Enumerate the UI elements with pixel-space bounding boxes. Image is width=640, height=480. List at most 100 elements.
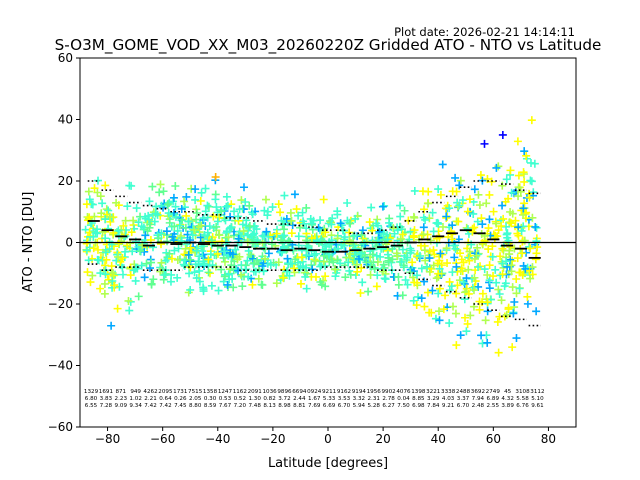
scatter-point xyxy=(420,277,429,286)
scatter-point xyxy=(290,264,299,273)
scatter-point xyxy=(474,263,483,272)
scatter-point xyxy=(308,265,317,274)
bin-stat-value: 3.83 xyxy=(100,396,113,402)
scatter-point xyxy=(308,219,317,228)
scatter-point xyxy=(451,309,460,318)
scatter-point xyxy=(456,176,465,185)
bin-stat-value: 2.78 xyxy=(382,396,395,402)
scatter-point xyxy=(124,296,133,305)
scatter-point xyxy=(394,272,403,281)
scatter-point xyxy=(457,264,466,273)
scatter-point xyxy=(88,271,97,280)
scatter-point xyxy=(454,217,463,226)
bin-stat-value: 9.61 xyxy=(531,403,544,409)
scatter-point xyxy=(467,240,476,249)
scatter-point xyxy=(483,270,492,279)
bin-stat-value: 7.42 xyxy=(159,403,171,409)
bin-stats: 1329 1691 871 949 4262 2095 1731 7515 1358 1247 11… xyxy=(84,389,545,409)
scatter-point xyxy=(137,261,146,270)
bin-stat-value: 9.34 xyxy=(129,403,142,409)
scatter-point xyxy=(223,280,232,289)
scatter-point xyxy=(219,253,228,262)
scatter-point xyxy=(397,257,406,266)
scatter-point xyxy=(478,289,487,298)
scatter-point xyxy=(262,227,271,236)
scatter-point xyxy=(279,273,288,282)
scatter-point xyxy=(409,296,418,305)
y-axis-label: ATO - NTO [DU] xyxy=(21,192,36,293)
scatter-point xyxy=(443,259,452,268)
scatter-point xyxy=(373,271,382,280)
scatter-point xyxy=(159,187,168,196)
bin-stat-value: 9194 xyxy=(352,389,367,395)
scatter-point xyxy=(82,200,91,209)
scatter-point xyxy=(515,284,524,293)
x-tick-label: −60 xyxy=(150,432,175,446)
scatter-point xyxy=(127,181,136,190)
y-tick-label: 40 xyxy=(58,113,73,127)
scatter-point xyxy=(133,264,142,273)
scatter-point xyxy=(435,307,444,316)
scatter-point xyxy=(526,176,535,185)
scatter-point xyxy=(477,214,486,223)
y-tick-label: 0 xyxy=(65,236,73,250)
scatter-point xyxy=(469,286,478,295)
x-tick-label: 60 xyxy=(486,432,501,446)
scatter-point xyxy=(401,275,410,284)
scatter-point xyxy=(412,301,421,310)
scatter-point xyxy=(475,201,484,210)
scatter-point xyxy=(310,251,319,260)
scatter-point xyxy=(93,245,102,254)
scatter-point xyxy=(506,207,515,216)
scatter-point xyxy=(184,217,193,226)
bin-stat-value: 5.33 xyxy=(323,396,336,402)
scatter-point xyxy=(451,173,460,182)
scatter-point xyxy=(507,219,516,228)
bin-stat-value: 9902 xyxy=(381,389,395,395)
scatter-point xyxy=(429,246,438,255)
scatter-point xyxy=(357,250,366,259)
scatter-point xyxy=(365,218,374,227)
scatter-point xyxy=(531,255,540,264)
scatter-point xyxy=(532,237,541,246)
scatter-point xyxy=(418,187,427,196)
scatter-point xyxy=(526,274,535,283)
scatter-point xyxy=(513,254,522,263)
scatter-point xyxy=(191,195,200,204)
scatter-point xyxy=(312,237,321,246)
scatter-point xyxy=(173,273,182,282)
scatter-point xyxy=(378,267,387,276)
scatter-point xyxy=(516,187,525,196)
scatter-point xyxy=(403,253,412,262)
scatter-point xyxy=(182,211,191,220)
scatter-point xyxy=(346,250,355,259)
scatter-point xyxy=(259,243,268,252)
scatter-point xyxy=(369,258,378,267)
scatter-point xyxy=(511,216,520,225)
bin-stat-value: 8.81 xyxy=(293,403,306,409)
scatter-point xyxy=(153,210,162,219)
scatter-point xyxy=(314,223,323,232)
scatter-point xyxy=(520,147,529,156)
bin-stat-value: 0.30 xyxy=(204,396,217,402)
bin-stat-value: 3108 xyxy=(515,389,530,395)
scatter-point xyxy=(456,331,465,340)
x-axis-label: Latitude [degrees] xyxy=(268,456,388,471)
bin-stat-value: 9162 xyxy=(337,389,351,395)
scatter-point xyxy=(234,234,243,243)
scatter-point xyxy=(237,270,246,279)
scatter-point xyxy=(436,249,445,258)
scatter-point xyxy=(461,288,470,297)
scatter-point xyxy=(331,265,340,274)
scatter-point xyxy=(312,249,321,258)
scatter-point xyxy=(488,242,497,251)
scatter-point xyxy=(251,267,260,276)
scatter-point xyxy=(449,302,458,311)
scatter-point xyxy=(423,288,432,297)
scatter-point xyxy=(169,197,178,206)
scatter-point xyxy=(502,175,511,184)
scatter-point xyxy=(506,166,515,175)
scatter-point xyxy=(105,245,114,254)
scatter-point xyxy=(118,270,127,279)
scatter-point xyxy=(523,299,532,308)
